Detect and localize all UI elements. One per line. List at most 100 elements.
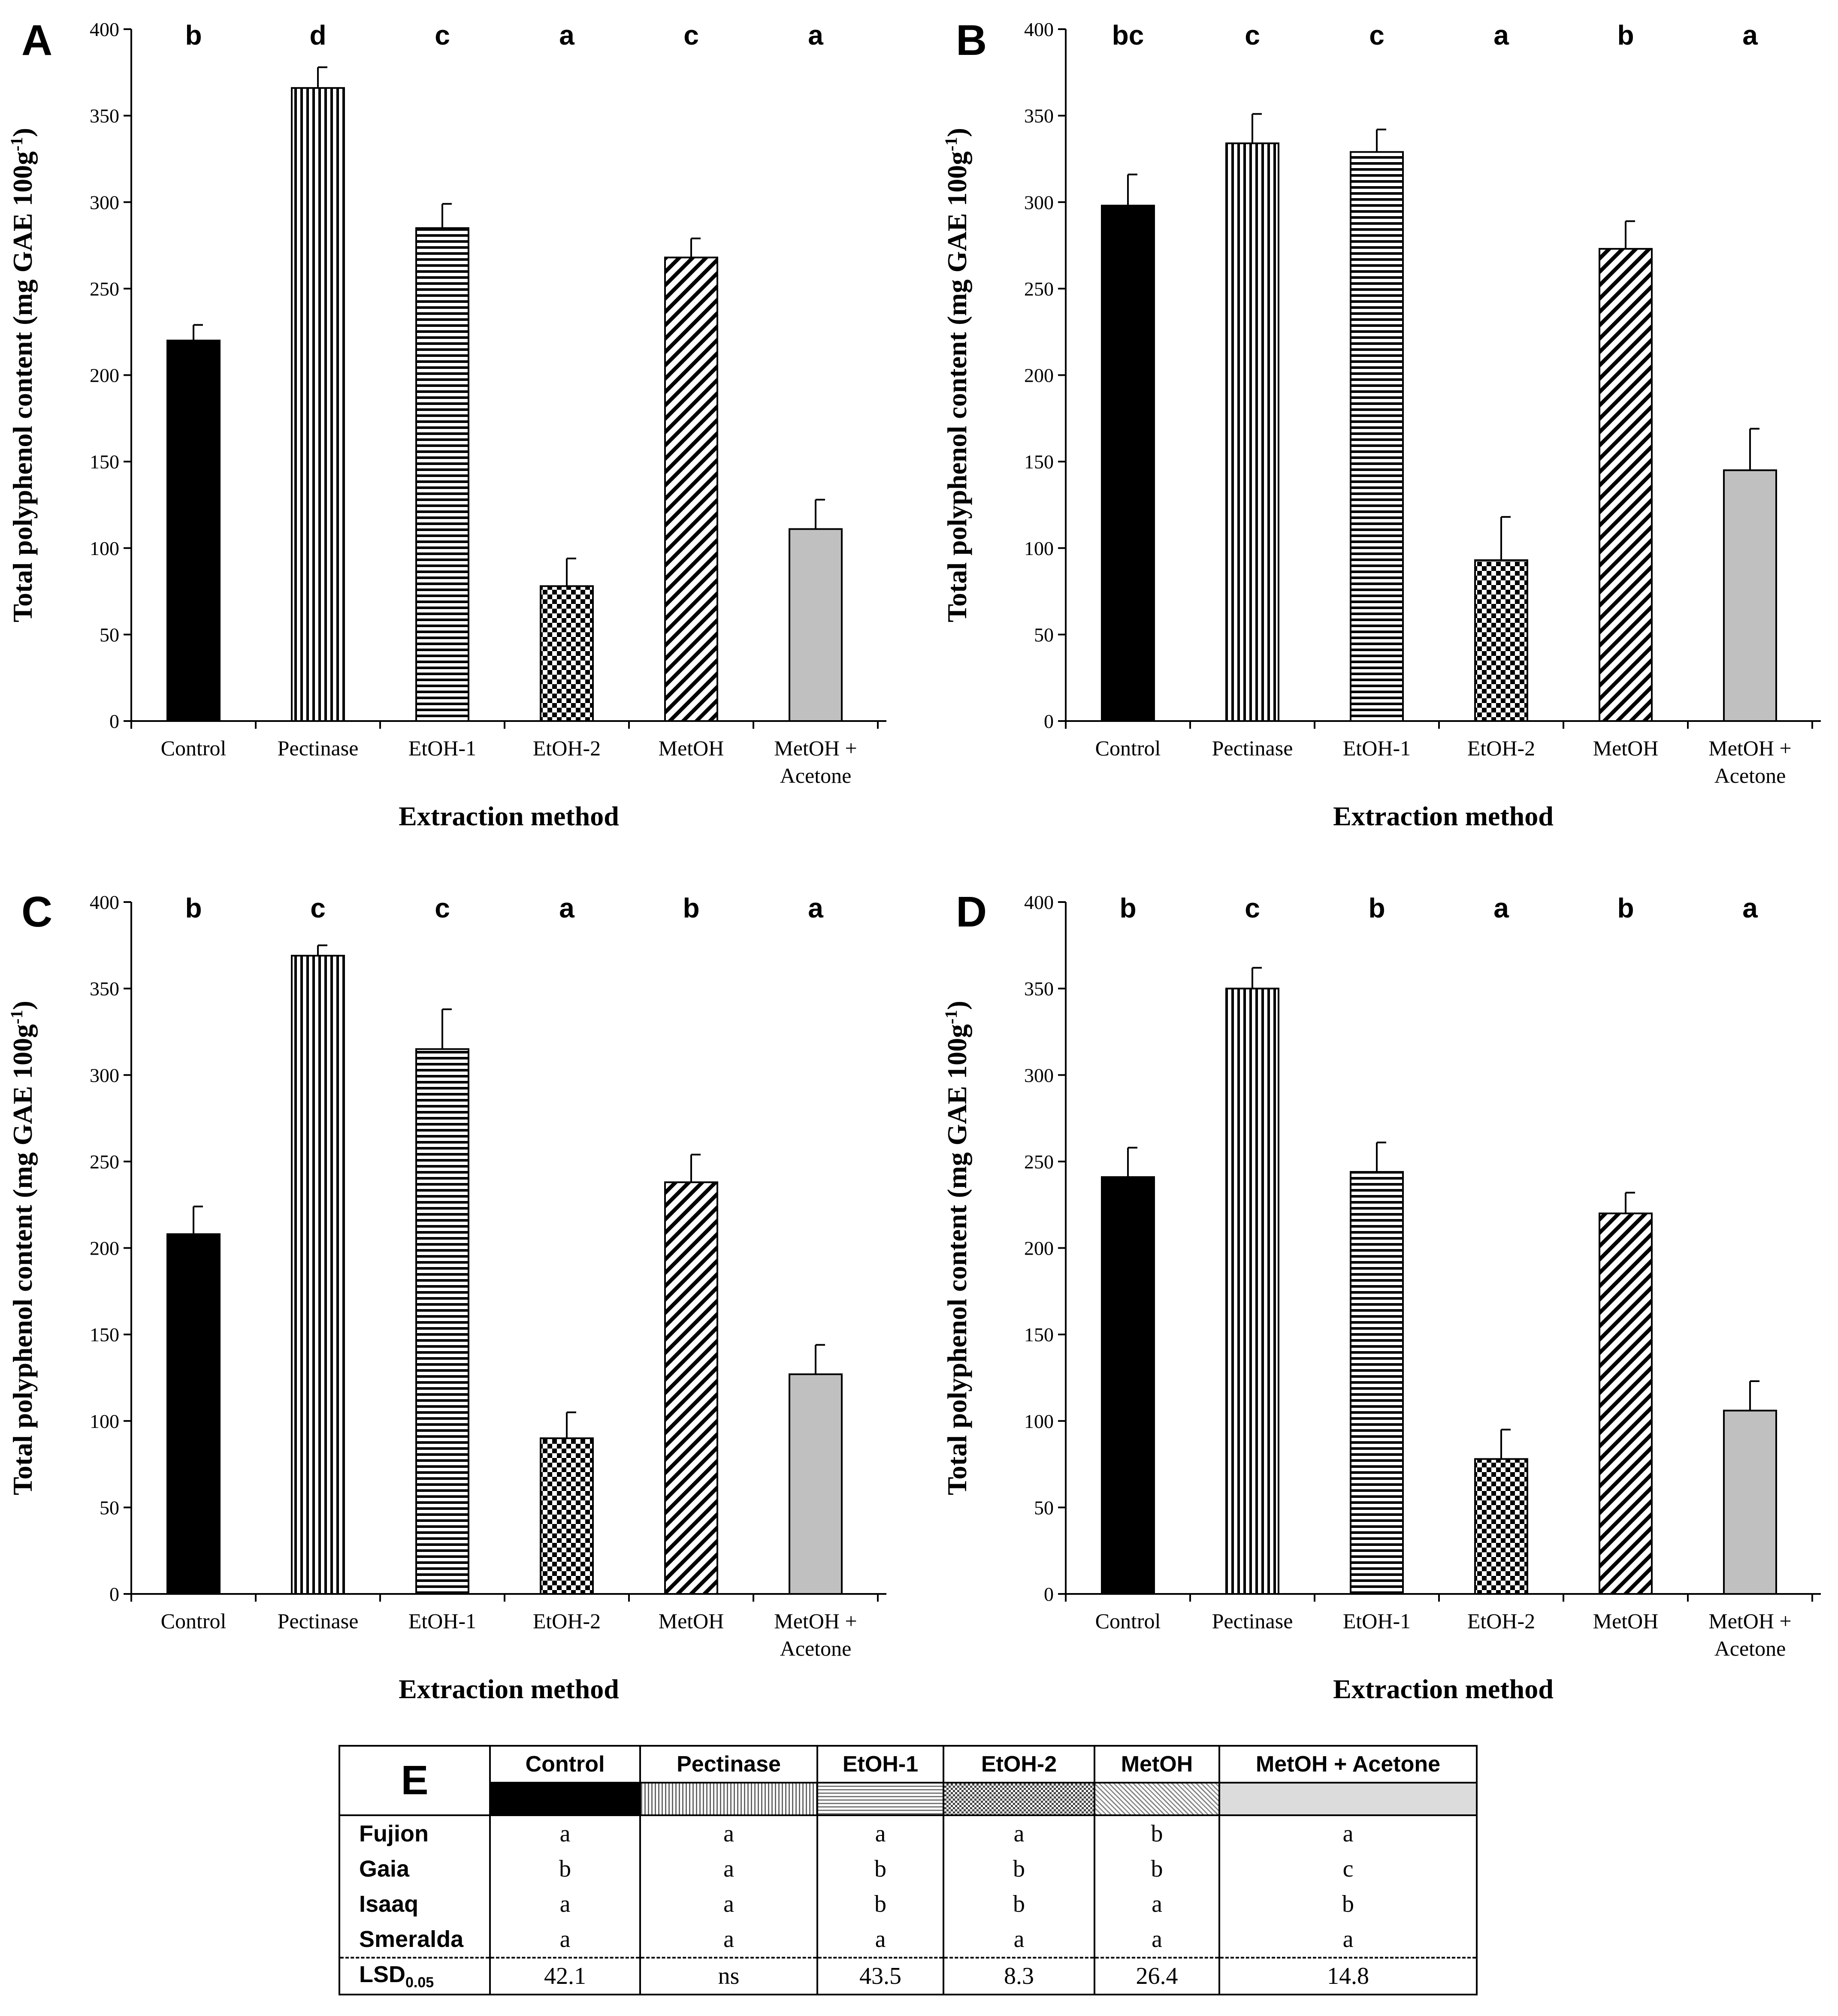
significance-letter: b xyxy=(1368,893,1385,923)
y-tick-label: 200 xyxy=(1024,1237,1054,1259)
row-label-isaaq: Isaaq xyxy=(359,1891,419,1917)
bar-pectinase xyxy=(1225,987,1279,1595)
table-cell: a xyxy=(816,1922,943,1958)
y-tick-label: 250 xyxy=(90,1151,119,1173)
swatch-pectinase xyxy=(639,1783,817,1816)
lsd-subscript: 0.05 xyxy=(405,1974,434,1991)
y-axis-title-superscript: -1 xyxy=(941,137,961,151)
table-row: Gaia b a b b b c xyxy=(339,1851,1477,1886)
bar-pectinase xyxy=(291,87,345,722)
swatch-etoh1 xyxy=(816,1783,943,1816)
bar-pectinase xyxy=(1225,142,1279,722)
table-cell: a xyxy=(943,1815,1094,1851)
row-label-smeralda: Smeralda xyxy=(359,1926,464,1952)
lsd-cell: 26.4 xyxy=(1094,1957,1219,1995)
y-tick-label: 150 xyxy=(90,1324,119,1346)
category-label: MetOH + Acetone xyxy=(774,736,857,788)
x-axis-title: Extraction method xyxy=(1333,801,1554,831)
category-label: MetOH xyxy=(1593,736,1659,760)
bar-metoh-acetone xyxy=(1723,1409,1777,1595)
y-tick-label: 50 xyxy=(100,624,119,646)
y-tick-label: 50 xyxy=(100,1497,119,1518)
category-label: Control xyxy=(161,1609,227,1633)
category-label-line: EtOH-2 xyxy=(1467,1609,1535,1633)
significance-table: E Control Pectinase EtOH-1 EtOH-2 MetOH … xyxy=(339,1745,1478,1995)
bar-metoh-acetone xyxy=(1723,469,1777,722)
category-label-line: EtOH-2 xyxy=(533,1609,601,1633)
y-tick-label: 50 xyxy=(1034,624,1054,646)
significance-letter: a xyxy=(1493,20,1509,51)
significance-letter: c xyxy=(1245,20,1260,51)
y-tick-label: 150 xyxy=(90,451,119,473)
bar-pectinase xyxy=(291,955,345,1595)
swatch-metoh-acetone xyxy=(1218,1783,1477,1816)
y-axis-title-superscript: -1 xyxy=(7,137,26,151)
panel-letter: C xyxy=(21,888,52,936)
bar-etoh1 xyxy=(1350,151,1404,722)
significance-letter: a xyxy=(559,20,574,51)
table-cell: a xyxy=(943,1922,1094,1958)
bar-etoh1 xyxy=(415,1048,469,1595)
y-tick-label: 350 xyxy=(1024,978,1054,1000)
bar-metoh xyxy=(664,257,718,722)
chart-panel-a: A 0 50 100 150 200 250 300 350 400 Total polypheno… xyxy=(7,16,886,831)
category-label: EtOH-2 xyxy=(1467,736,1535,760)
category-label: EtOH-2 xyxy=(533,736,601,760)
significance-letter: c xyxy=(1369,20,1385,51)
lsd-cell: 43.5 xyxy=(816,1957,943,1995)
y-axis-title-main: Total polyphenol content (mg GAE 100g xyxy=(942,151,972,622)
y-axis-title: Total polyphenol content (mg GAE 100g-1) xyxy=(941,1001,972,1495)
significance-letter: a xyxy=(808,893,823,923)
table-header-etoh2: EtOH-2 xyxy=(943,1746,1094,1784)
table-cell: b xyxy=(1094,1851,1219,1886)
category-label: EtOH-2 xyxy=(533,1609,601,1633)
lsd-cell: ns xyxy=(639,1957,817,1995)
swatch-etoh2 xyxy=(943,1783,1094,1816)
bar-etoh1 xyxy=(415,227,469,722)
table-row: Smeralda a a a a a a xyxy=(339,1922,1477,1958)
bar-etoh2 xyxy=(1474,1458,1528,1595)
table-cell: a xyxy=(489,1922,640,1958)
category-label: Pectinase xyxy=(278,1609,359,1633)
bar-metoh-acetone xyxy=(789,1373,843,1595)
lsd-cell: 8.3 xyxy=(943,1957,1094,1995)
y-axis-title-close: ) xyxy=(942,1001,972,1010)
significance-letter: d xyxy=(309,20,326,51)
y-axis-title-main: Total polyphenol content (mg GAE 100g xyxy=(7,151,38,622)
bar-control xyxy=(166,339,221,722)
bar-metoh-acetone xyxy=(789,528,843,722)
bar-etoh2 xyxy=(1474,559,1528,722)
category-label-line: EtOH-2 xyxy=(533,736,601,760)
y-tick-label: 200 xyxy=(1024,365,1054,386)
y-tick-label: 400 xyxy=(90,891,119,913)
bar-control xyxy=(1101,1176,1155,1595)
y-tick-label: 300 xyxy=(90,1064,119,1086)
bar-etoh1 xyxy=(1350,1171,1404,1595)
category-label-line: EtOH-1 xyxy=(408,1609,476,1633)
significance-letter: a xyxy=(1742,893,1758,923)
category-label: MetOH xyxy=(1593,1609,1659,1633)
table-header-metoh-acetone: MetOH + Acetone xyxy=(1218,1746,1477,1784)
chart-panel-b: B 0 50 100 150 200 250 300 350 400 Total polypheno… xyxy=(941,16,1821,831)
chart-panel-c: C 0 50 100 150 200 250 300 350 400 Total polypheno… xyxy=(7,888,886,1704)
table-cell: a xyxy=(489,1886,640,1922)
y-axis-title: Total polyphenol content (mg GAE 100g-1) xyxy=(941,128,972,622)
category-label-line: Pectinase xyxy=(278,1609,359,1633)
table-cell: b xyxy=(943,1851,1094,1886)
table-cell: a xyxy=(1218,1815,1477,1851)
category-label-line: MetOH xyxy=(659,736,724,760)
y-axis-title: Total polyphenol content (mg GAE 100g-1) xyxy=(7,128,38,622)
chart-panel-d: D 0 50 100 150 200 250 300 350 400 Total polypheno… xyxy=(941,888,1821,1704)
lsd-label: LSD0.05 xyxy=(339,1957,490,1995)
category-label-line: MetOH + xyxy=(774,1609,857,1633)
category-label-line: MetOH + xyxy=(1708,736,1791,760)
x-axis-title: Extraction method xyxy=(1333,1674,1554,1704)
y-tick-label: 200 xyxy=(90,365,119,386)
y-tick-label: 300 xyxy=(1024,1064,1054,1086)
x-axis-title: Extraction method xyxy=(399,1674,619,1704)
y-tick-label: 150 xyxy=(1024,451,1054,473)
y-tick-label: 200 xyxy=(90,1237,119,1259)
table-cell: a xyxy=(639,1851,817,1886)
bar-control xyxy=(166,1233,221,1595)
category-label-line: Pectinase xyxy=(278,736,359,760)
